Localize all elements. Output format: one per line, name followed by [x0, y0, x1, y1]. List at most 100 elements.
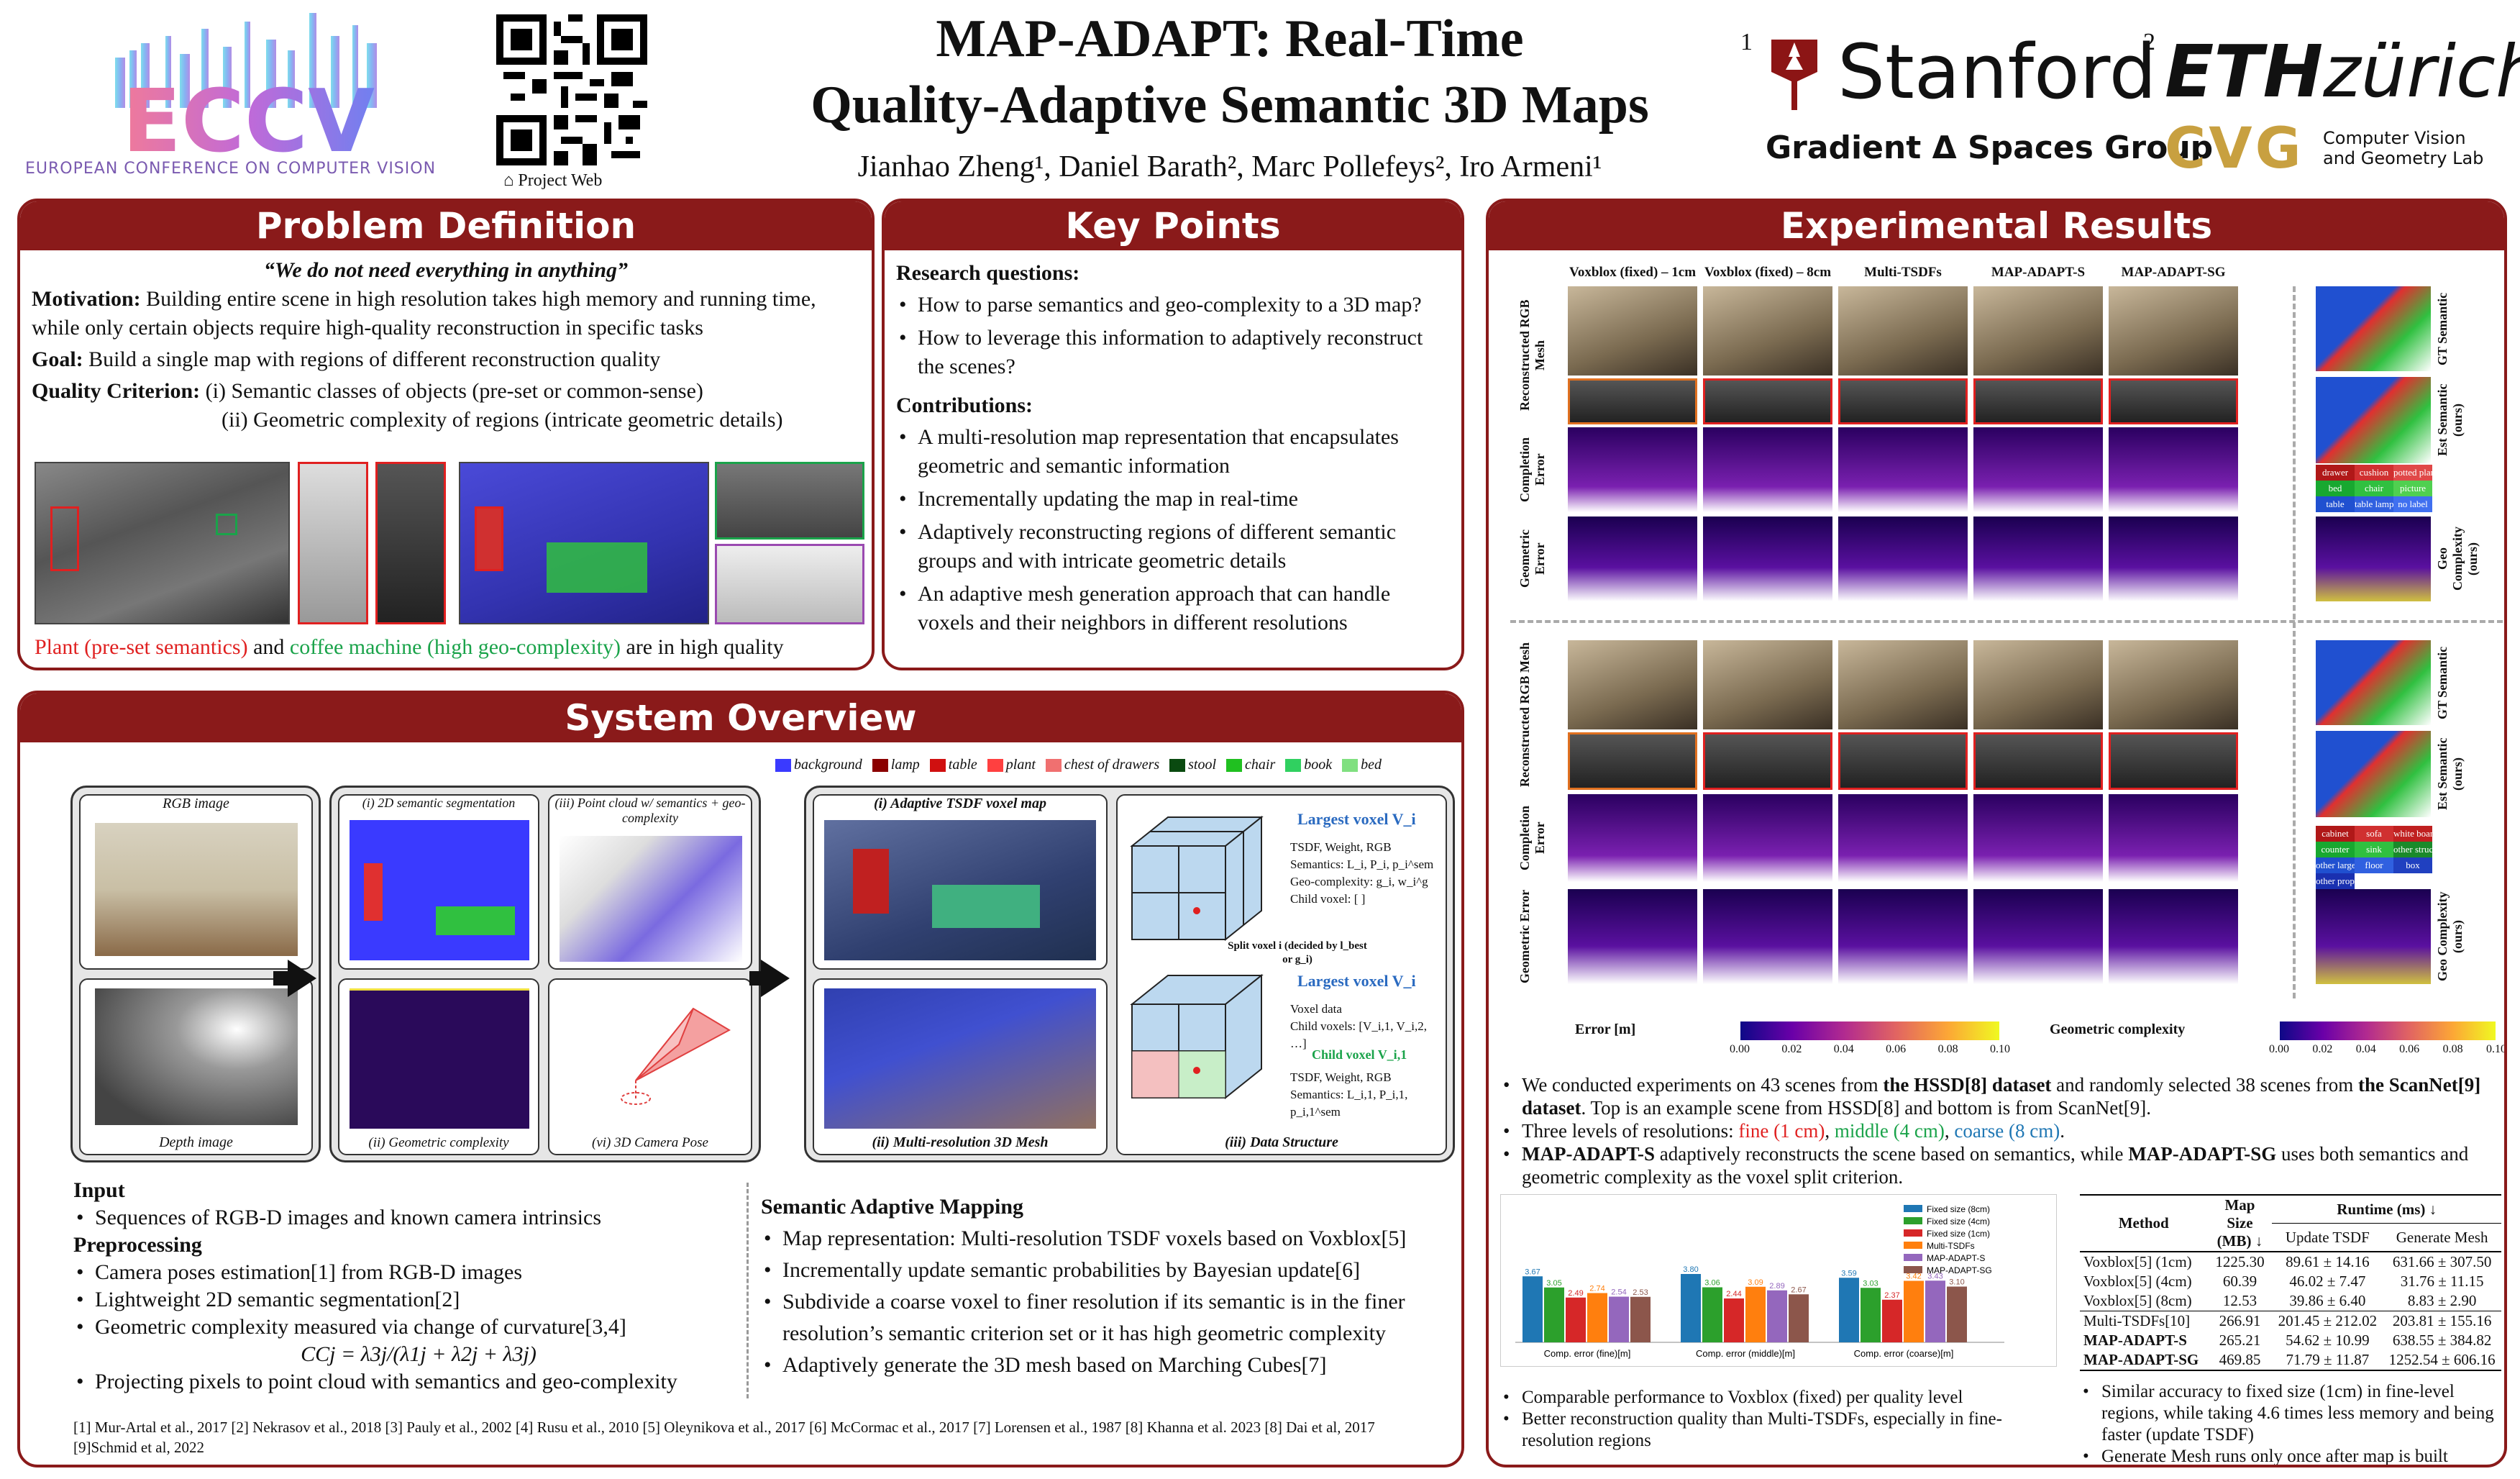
bar-value-label: 3.80 [1683, 1265, 1698, 1274]
ds-fields-3: TSDF, Weight, RGB Semantics: L_i,1, P_i,… [1290, 1070, 1408, 1119]
legend-item: counter [2316, 842, 2355, 857]
category-label: Comp. error (coarse)[m] [1854, 1348, 1954, 1359]
legend-item: background [775, 757, 862, 773]
bar-value-label: 3.03 [1863, 1279, 1878, 1288]
list-item: Adaptively reconstructing regions of dif… [896, 518, 1450, 575]
side-label: GT Semantic [2435, 292, 2450, 365]
list-item: Generate Mesh runs only once after map i… [2080, 1446, 2504, 1465]
problem-motivation: Motivation: Building entire scene in hig… [32, 287, 816, 340]
eth-logo: ETHzürich [2165, 32, 2520, 112]
bar-value-label: 2.37 [1884, 1291, 1899, 1300]
legend-item: cabinet [2316, 826, 2355, 842]
table-row: Multi-TSDFs[10] 266.91 201.45 ± 212.02 203.… [2080, 1311, 2501, 1332]
tick-label: 0.06 [2399, 1043, 2420, 1055]
legend-item: stool [1169, 757, 1216, 773]
result-image [1568, 889, 1697, 984]
bar [1925, 1280, 1945, 1342]
legend-label: bed [1361, 757, 1382, 773]
bar-value-label: 2.67 [1791, 1285, 1806, 1294]
side-image [2316, 640, 2431, 725]
legend-item: table [929, 757, 977, 773]
result-image [1568, 516, 1697, 601]
legend-item: other prop [2316, 873, 2355, 889]
bar-value-label: 2.44 [1726, 1290, 1741, 1298]
legend-label: chest of drawers [1064, 757, 1160, 773]
legend-label: book [1304, 757, 1333, 773]
legend-swatch [1226, 759, 1243, 773]
table-cell: Voxblox[5] (4cm) [2083, 1273, 2192, 1290]
list-item: How to parse semantics and geo-complexit… [896, 291, 1450, 319]
bar [1882, 1299, 1902, 1342]
keypoints-title: Key Points [885, 201, 1461, 250]
table-cell: 71.79 ± 11.87 [2286, 1351, 2370, 1368]
list-item: Projecting pixels to point cloud with se… [73, 1368, 764, 1396]
eccv-subtitle: EUROPEAN CONFERENCE ON COMPUTER VISION [25, 160, 437, 178]
qr-code[interactable] [496, 14, 647, 165]
result-image [2109, 516, 2238, 601]
problem-image-semantic-scene [459, 462, 709, 624]
research-questions-label: Research questions: [896, 261, 1080, 285]
row-label: Geometric Error [1517, 889, 1532, 984]
legend-swatch [1904, 1205, 1922, 1212]
legend-swatch [987, 759, 1003, 773]
table-cell: Multi-TSDFs[10] [2083, 1312, 2191, 1329]
legend-label: Fixed size (4cm) [1927, 1216, 1990, 1227]
list-item: Adaptively generate the 3D mesh based on… [761, 1350, 1451, 1381]
legend-label: Fixed size (8cm) [1927, 1204, 1990, 1214]
result-image [2109, 889, 2238, 984]
legend-item: other large [2316, 857, 2355, 873]
side-image [2316, 286, 2431, 371]
legend-item: table lamp [2355, 496, 2393, 512]
mesh-tile: (ii) Multi-resolution 3D Mesh [813, 978, 1108, 1155]
list-item: Incrementally updating the map in real-t… [896, 485, 1450, 514]
bar [1522, 1276, 1543, 1342]
legend-item: no label [2393, 496, 2432, 512]
column-header: Voxblox (fixed) – 1cm [1569, 265, 1697, 280]
legend-label: Multi-TSDFs [1927, 1241, 1975, 1251]
grid-divider-v [2293, 286, 2296, 998]
results-title: Experimental Results [1489, 201, 2504, 250]
geo-colorbar [2280, 1021, 2496, 1040]
table-header-mapsize: Map Size (MB) ↓ [2217, 1196, 2263, 1250]
tick-label: 0.06 [1886, 1043, 1907, 1055]
column-header: Multi-TSDFs [1864, 265, 1942, 280]
legend-label: table [948, 757, 977, 773]
list-item: Subdivide a coarse voxel to finer resolu… [761, 1286, 1451, 1350]
table-cell: 631.66 ± 307.50 [2392, 1253, 2492, 1270]
title-line-1: MAP-ADAPT: Real-Time [936, 9, 1524, 68]
legend-swatch [929, 759, 946, 773]
bottom-ticks-error: Error [m] 0.00 0.02 0.04 0.06 0.08 0.10 [1575, 1021, 2021, 1065]
project-web-link[interactable]: ⌂ Project Web [503, 171, 603, 190]
tick-label: 0.08 [2442, 1043, 2463, 1055]
legend-swatch [1904, 1229, 1922, 1237]
stanford-wordmark: Stanford [1838, 28, 2157, 116]
table-header-runtime: Runtime (ms) ↓ [2337, 1200, 2437, 1218]
voxel-cube-icon [1130, 815, 1264, 1100]
side-image [2316, 731, 2431, 817]
table-cell: Voxblox[5] (1cm) [2083, 1253, 2192, 1270]
legend-swatch [1342, 759, 1359, 773]
result-image [1973, 794, 2103, 882]
table-cell: Voxblox[5] (8cm) [2083, 1292, 2192, 1309]
table-cell: 201.45 ± 212.02 [2278, 1312, 2378, 1329]
tick-label: 0.00 [1730, 1043, 1750, 1055]
bar-value-label: 3.06 [1704, 1279, 1720, 1288]
problem-criterion-2: (ii) Geometric complexity of regions (in… [222, 408, 783, 432]
seg-tile: (i) 2D semantic segmentation [338, 794, 539, 970]
table-cell: 46.02 ± 7.47 [2289, 1273, 2366, 1290]
legend-item: floor [2355, 857, 2393, 873]
bar-value-label: 3.09 [1748, 1278, 1763, 1287]
chart-box: 3.67 3.05 2.49 2.74 2.54 2.53 Comp. error (fin… [1500, 1194, 2057, 1367]
problem-image-coffee-b [715, 544, 864, 624]
tick-label: 0.02 [1781, 1043, 1802, 1055]
legend-label: plant [1005, 757, 1036, 773]
list-item: Comparable performance to Voxblox (fixed… [1500, 1387, 2061, 1409]
legend-swatch [775, 759, 791, 773]
bar [1904, 1280, 1924, 1342]
legend-swatch [1904, 1266, 1922, 1273]
result-image [1838, 889, 1968, 984]
bar [1789, 1294, 1809, 1342]
table-row: MAP-ADAPT-SG 469.85 71.79 ± 11.87 1252.54 ±… [2080, 1350, 2501, 1370]
bar [1745, 1286, 1766, 1342]
result-image [1568, 640, 1697, 729]
